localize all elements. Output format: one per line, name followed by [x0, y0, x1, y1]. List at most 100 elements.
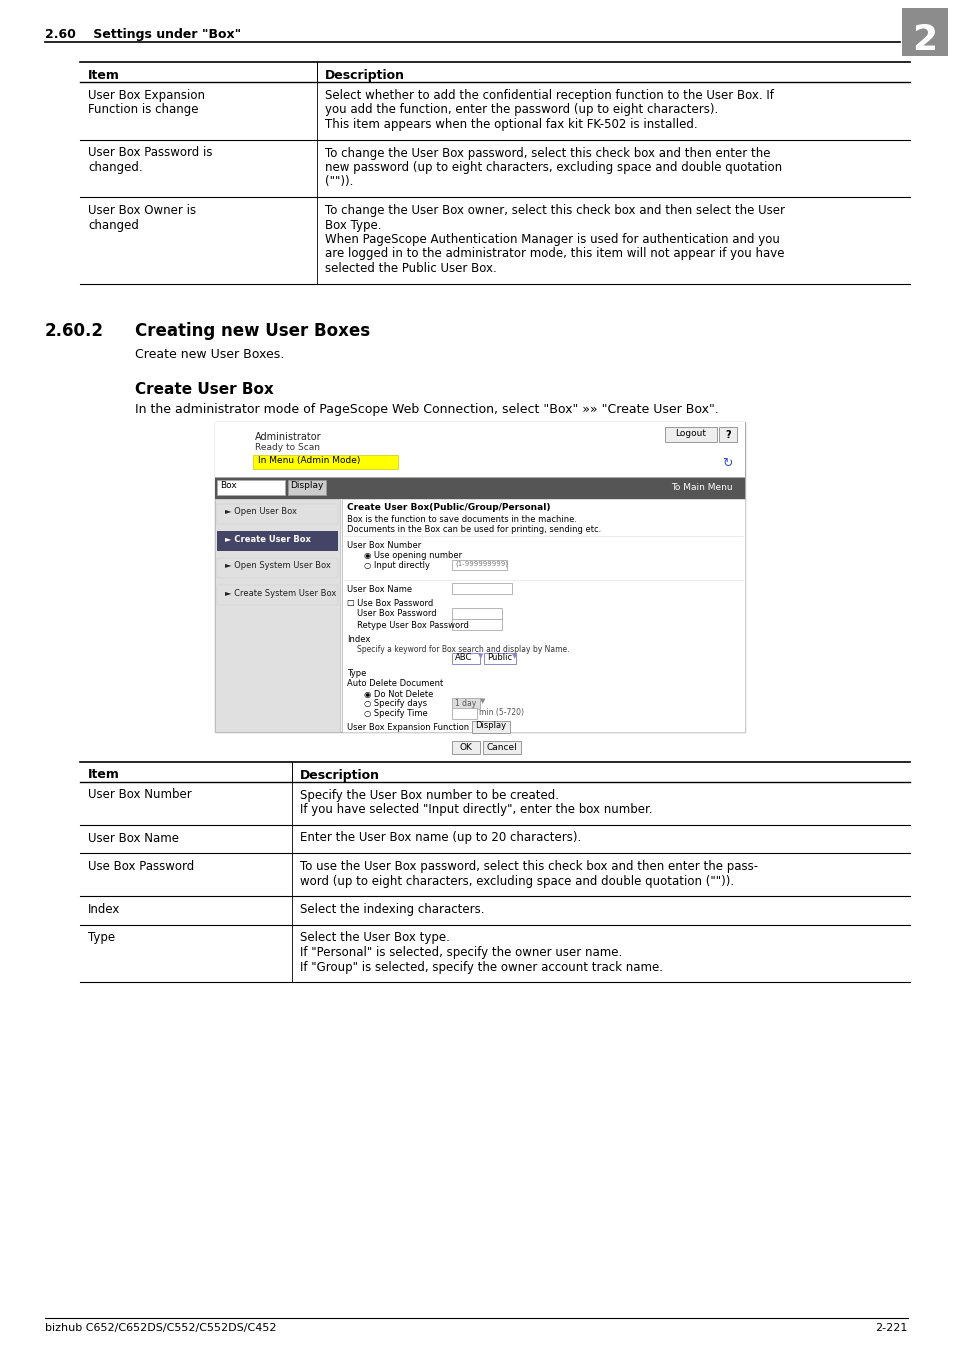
Text: Specify a keyword for Box search and display by Name.: Specify a keyword for Box search and dis…: [356, 644, 569, 653]
Bar: [719, 427, 737, 441]
Text: In the administrator mode of PageScope Web Connection, select "Box" »» "Create U: In the administrator mode of PageScope W…: [135, 404, 719, 417]
Text: Auto Delete Document: Auto Delete Document: [347, 679, 443, 688]
Text: If "Group" is selected, specify the owner account track name.: If "Group" is selected, specify the owne…: [299, 960, 662, 973]
Text: you add the function, enter the password (up to eight characters).: you add the function, enter the password…: [324, 104, 717, 116]
Text: User Box Number: User Box Number: [88, 788, 192, 802]
Text: Box is the function to save documents in the machine.: Box is the function to save documents in…: [347, 516, 577, 525]
Text: Retype User Box Password: Retype User Box Password: [356, 621, 468, 629]
Text: Display: Display: [475, 721, 506, 730]
Text: Item: Item: [88, 768, 120, 782]
Text: ?: ?: [724, 429, 730, 440]
Text: User Box Expansion Function: User Box Expansion Function: [347, 722, 469, 732]
Bar: [216, 531, 337, 551]
Text: ("")).: ("")).: [324, 176, 353, 189]
Text: Cancel: Cancel: [486, 743, 517, 752]
Text: This item appears when the optional fax kit FK-502 is installed.: This item appears when the optional fax …: [324, 117, 697, 131]
Text: 2-221: 2-221: [875, 1323, 907, 1332]
Text: User Box Password: User Box Password: [356, 609, 436, 618]
Text: ☐ Use Box Password: ☐ Use Box Password: [347, 598, 433, 608]
Text: Create User Box: Create User Box: [135, 382, 274, 397]
Text: Create new User Boxes.: Create new User Boxes.: [135, 347, 284, 360]
Text: Type: Type: [88, 931, 115, 945]
Text: Creating new User Boxes: Creating new User Boxes: [135, 321, 370, 339]
Text: ► Open System User Box: ► Open System User Box: [225, 562, 331, 571]
Bar: [214, 477, 744, 498]
Text: selected the Public User Box.: selected the Public User Box.: [324, 262, 496, 275]
Bar: [472, 721, 510, 733]
Text: 2.60    Settings under "Box": 2.60 Settings under "Box": [45, 28, 241, 40]
Text: new password (up to eight characters, excluding space and double quotation: new password (up to eight characters, ex…: [324, 161, 781, 174]
Text: Use Box Password: Use Box Password: [88, 860, 194, 873]
Text: Select the indexing characters.: Select the indexing characters.: [299, 903, 483, 917]
Bar: [253, 455, 397, 468]
Bar: [341, 498, 744, 732]
Text: User Box Expansion: User Box Expansion: [88, 89, 205, 103]
Text: ○ Specify Time: ○ Specify Time: [364, 710, 427, 718]
Bar: [452, 608, 501, 618]
Text: OK: OK: [459, 743, 472, 752]
Bar: [216, 504, 337, 524]
Bar: [214, 421, 744, 477]
Text: Administrator: Administrator: [254, 432, 321, 441]
Bar: [452, 741, 479, 753]
Bar: [216, 585, 337, 605]
Text: User Box Owner is: User Box Owner is: [88, 204, 196, 217]
Text: To change the User Box password, select this check box and then enter the: To change the User Box password, select …: [324, 147, 769, 159]
Bar: [482, 741, 520, 753]
Text: ► Create User Box: ► Create User Box: [225, 535, 311, 544]
Bar: [452, 652, 479, 663]
Text: Box Type.: Box Type.: [324, 219, 380, 231]
Text: Index: Index: [347, 634, 370, 644]
Bar: [483, 652, 516, 663]
Text: ▼: ▼: [477, 653, 483, 660]
Text: Ready to Scan: Ready to Scan: [254, 444, 319, 452]
Text: 2: 2: [911, 23, 937, 57]
Bar: [664, 427, 717, 441]
Text: (1-999999999): (1-999999999): [455, 560, 507, 567]
Text: 1 day: 1 day: [455, 698, 476, 707]
Text: Logout: Logout: [675, 429, 706, 439]
Bar: [214, 498, 339, 732]
Text: ○ Input directly: ○ Input directly: [364, 562, 430, 571]
Text: ▼: ▼: [479, 698, 485, 705]
Text: ◉ Use opening number: ◉ Use opening number: [364, 552, 461, 560]
Text: Enter the User Box name (up to 20 characters).: Enter the User Box name (up to 20 charac…: [299, 832, 580, 845]
Text: Description: Description: [299, 768, 379, 782]
Bar: [214, 421, 744, 732]
Bar: [452, 618, 501, 629]
Bar: [452, 698, 479, 709]
Text: Create User Box(Public/Group/Personal): Create User Box(Public/Group/Personal): [347, 504, 550, 513]
Text: Index: Index: [88, 903, 120, 917]
Text: In Menu (Admin Mode): In Menu (Admin Mode): [257, 456, 360, 466]
Bar: [901, 8, 947, 55]
Text: Item: Item: [88, 69, 120, 82]
Text: ► Create System User Box: ► Create System User Box: [225, 589, 336, 598]
Text: User Box Number: User Box Number: [347, 540, 421, 549]
Text: Function is change: Function is change: [88, 104, 198, 116]
Bar: [452, 582, 512, 594]
Text: Documents in the Box can be used for printing, sending etc.: Documents in the Box can be used for pri…: [347, 525, 600, 533]
Text: 2.60.2: 2.60.2: [45, 321, 104, 339]
Bar: [216, 479, 285, 494]
Text: To use the User Box password, select this check box and then enter the pass-: To use the User Box password, select thi…: [299, 860, 757, 873]
Text: Box: Box: [220, 482, 236, 490]
Text: ▼: ▼: [512, 653, 517, 660]
Text: User Box Password is: User Box Password is: [88, 147, 213, 159]
Text: Public: Public: [486, 653, 512, 663]
Bar: [452, 707, 476, 718]
Text: are logged in to the administrator mode, this item will not appear if you have: are logged in to the administrator mode,…: [324, 247, 783, 261]
Text: When PageScope Authentication Manager is used for authentication and you: When PageScope Authentication Manager is…: [324, 234, 779, 246]
Text: To Main Menu: To Main Menu: [671, 482, 732, 491]
Text: Select the User Box type.: Select the User Box type.: [299, 931, 449, 945]
Text: If you have selected "Input directly", enter the box number.: If you have selected "Input directly", e…: [299, 803, 652, 815]
Text: Display: Display: [290, 482, 323, 490]
Text: changed.: changed.: [88, 161, 143, 174]
Text: Specify the User Box number to be created.: Specify the User Box number to be create…: [299, 788, 558, 802]
Text: If "Personal" is selected, specify the owner user name.: If "Personal" is selected, specify the o…: [299, 946, 621, 958]
Text: word (up to eight characters, excluding space and double quotation ("")).: word (up to eight characters, excluding …: [299, 875, 733, 887]
Text: Description: Description: [324, 69, 404, 82]
Text: ↻: ↻: [721, 456, 732, 470]
Text: To change the User Box owner, select this check box and then select the User: To change the User Box owner, select thi…: [324, 204, 783, 217]
Bar: [452, 559, 506, 570]
Text: Select whether to add the confidential reception function to the User Box. If: Select whether to add the confidential r…: [324, 89, 773, 103]
